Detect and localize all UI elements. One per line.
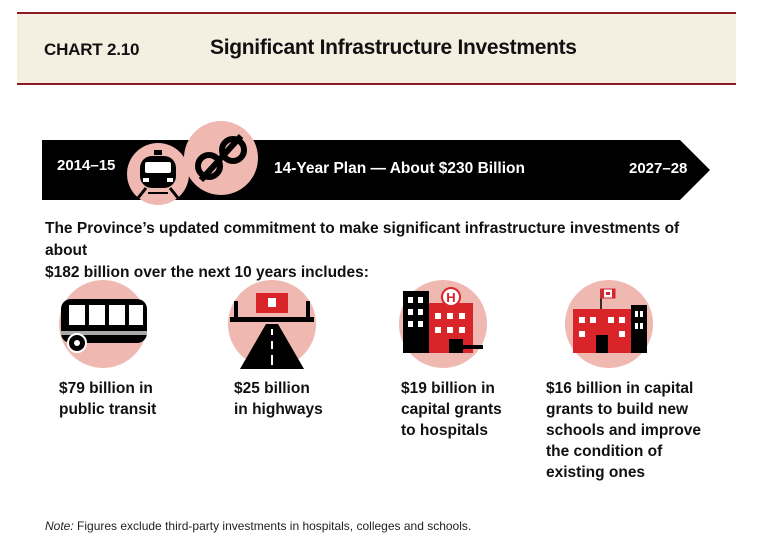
ontario-trillium-logo-icon xyxy=(184,121,258,195)
bus-icon xyxy=(59,280,147,368)
timeline-start: 2014–15 xyxy=(57,157,116,174)
highway-icon xyxy=(228,280,316,369)
item-line: $16 billion in capital xyxy=(546,380,694,397)
intro-line-1: The Province’s updated commitment to mak… xyxy=(45,220,680,259)
item-line: capital grants xyxy=(401,401,502,418)
item-line: grants to build new xyxy=(546,401,689,418)
item-line: to hospitals xyxy=(401,422,488,439)
item-line: schools and improve xyxy=(546,422,702,439)
item-schools: $16 billion in capital grants to build n… xyxy=(546,378,701,483)
timeline-plan-label: 14-Year Plan — About $230 Billion xyxy=(274,160,525,177)
svg-text:H: H xyxy=(446,290,455,305)
footnote: Note: Figures exclude third-party invest… xyxy=(45,519,471,533)
intro-text: The Province’s updated commitment to mak… xyxy=(45,218,705,284)
chart-header: CHART 2.10 Significant Infrastructure In… xyxy=(17,12,736,85)
item-hospitals: $19 billion in capital grants to hospita… xyxy=(401,378,502,441)
footnote-text: Figures exclude third-party investments … xyxy=(73,519,472,533)
intro-line-2: $182 billion over the next 10 years incl… xyxy=(45,264,369,281)
chart-number: CHART 2.10 xyxy=(44,40,140,59)
item-line: $25 billion xyxy=(234,380,310,397)
item-line: the condition of xyxy=(546,443,663,460)
chart-title: Significant Infrastructure Investments xyxy=(210,36,577,59)
item-line: in highways xyxy=(234,401,323,418)
item-line: $19 billion in xyxy=(401,380,495,397)
item-line: $79 billion in xyxy=(59,380,153,397)
hospital-icon: H xyxy=(399,280,487,368)
footnote-label: Note: xyxy=(45,519,74,533)
train-icon xyxy=(127,143,189,205)
timeline-end: 2027–28 xyxy=(629,160,688,177)
item-highways: $25 billion in highways xyxy=(234,378,323,420)
item-public-transit: $79 billion in public transit xyxy=(59,378,156,420)
school-icon xyxy=(565,280,653,368)
item-line: existing ones xyxy=(546,464,646,481)
item-line: public transit xyxy=(59,401,157,418)
